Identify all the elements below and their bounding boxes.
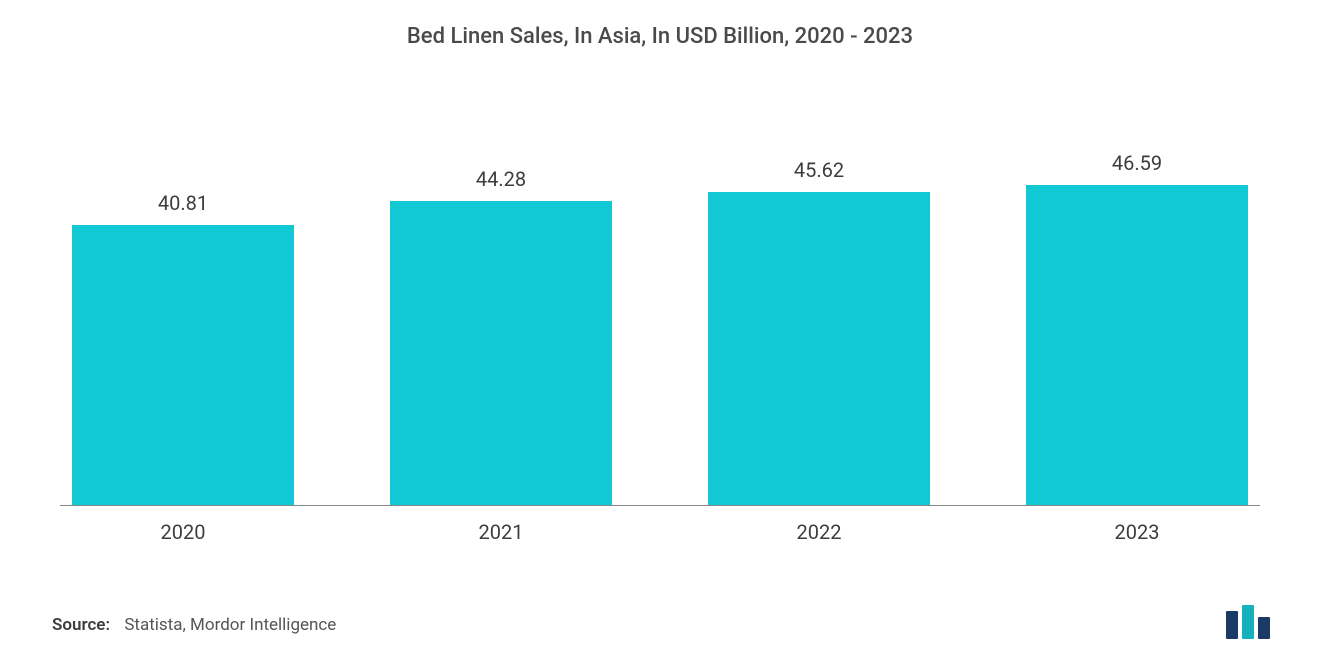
logo-bar-0 xyxy=(1226,611,1238,639)
bar-1: 44.28 xyxy=(390,167,612,505)
bar-value-2: 45.62 xyxy=(794,158,844,182)
logo-bar-1 xyxy=(1242,605,1254,639)
xlabel-2: 2022 xyxy=(708,520,930,544)
bar-value-3: 46.59 xyxy=(1112,151,1162,175)
bar-value-0: 40.81 xyxy=(158,191,208,215)
x-axis-labels: 2020 2021 2022 2023 xyxy=(60,520,1260,550)
chart-container: Bed Linen Sales, In Asia, In USD Billion… xyxy=(0,0,1320,665)
bar-2: 45.62 xyxy=(708,158,930,505)
source-label: Source: xyxy=(52,615,110,635)
bar-rect-2 xyxy=(708,192,930,505)
source-attribution: Source: Statista, Mordor Intelligence xyxy=(52,615,336,635)
logo-bar-2 xyxy=(1258,617,1270,639)
xlabel-1: 2021 xyxy=(390,520,612,544)
xlabel-0: 2020 xyxy=(72,520,294,544)
bar-rect-0 xyxy=(72,225,294,505)
bar-rect-3 xyxy=(1026,185,1248,505)
source-text: Statista, Mordor Intelligence xyxy=(124,615,336,635)
bar-value-1: 44.28 xyxy=(476,167,526,191)
bar-3: 46.59 xyxy=(1026,151,1248,505)
chart-plot: 40.81 44.28 45.62 46.59 xyxy=(60,85,1260,505)
bar-0: 40.81 xyxy=(72,191,294,505)
chart-title: Bed Linen Sales, In Asia, In USD Billion… xyxy=(0,24,1320,49)
bar-rect-1 xyxy=(390,201,612,505)
brand-logo xyxy=(1226,603,1282,639)
xlabel-3: 2023 xyxy=(1026,520,1248,544)
axis-baseline xyxy=(60,505,1260,506)
